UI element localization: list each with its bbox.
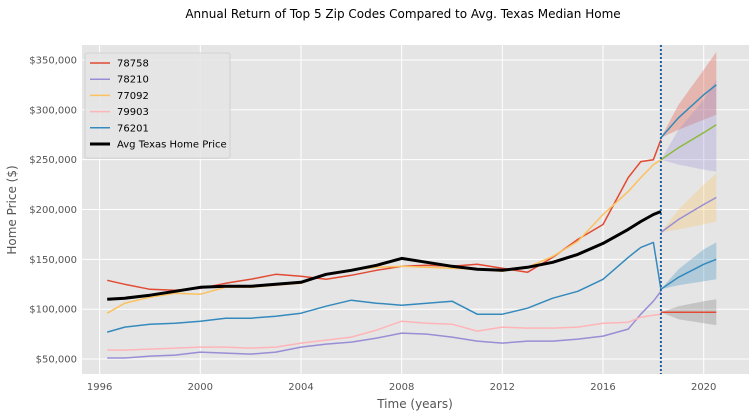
x-axis-title: Time (years) xyxy=(376,397,453,411)
legend-label: 76201 xyxy=(117,123,149,134)
forecast-line xyxy=(660,124,717,161)
forecast-line xyxy=(660,258,717,290)
series-lines xyxy=(106,84,717,359)
y-tick-label: $350,000 xyxy=(29,55,77,66)
y-axis-title: Home Price ($) xyxy=(5,165,19,254)
legend-label: 77092 xyxy=(117,91,149,102)
legend: 78758 78210 77092 79903 76201 Avg Texas Home … xyxy=(84,52,231,159)
tick-labels: 1996 2000 2004 2008 2012 2016 2020 $50,000 $100,… xyxy=(29,55,716,393)
legend-label: 78210 xyxy=(117,75,149,86)
forecast-band xyxy=(660,242,717,290)
legend-box xyxy=(84,52,231,159)
y-tick-label: $50,000 xyxy=(36,355,77,366)
x-tick-label: 2020 xyxy=(691,382,716,393)
x-tick-label: 1996 xyxy=(87,382,112,393)
forecast-line xyxy=(660,196,717,234)
x-tick-label: 2000 xyxy=(188,382,213,393)
x-tick-label: 2012 xyxy=(490,382,515,393)
forecast-band xyxy=(660,173,717,233)
x-tick-label: 2004 xyxy=(288,382,313,393)
y-tick-label: $200,000 xyxy=(29,205,77,216)
legend-label: 79903 xyxy=(117,107,149,118)
series-line xyxy=(107,210,662,301)
series-line xyxy=(106,241,662,333)
chart-title: Annual Return of Top 5 Zip Codes Compare… xyxy=(185,7,620,21)
y-tick-label: $300,000 xyxy=(29,105,77,116)
y-tick-label: $150,000 xyxy=(29,255,77,266)
series-line xyxy=(107,313,661,351)
forecast-line xyxy=(660,84,717,139)
series-line xyxy=(106,159,662,314)
forecast-bands xyxy=(660,52,717,326)
series-line xyxy=(107,290,662,359)
y-tick-label: $100,000 xyxy=(29,305,77,316)
x-tick-label: 2016 xyxy=(590,382,615,393)
forecast-band xyxy=(660,52,717,138)
legend-label: 78758 xyxy=(117,59,149,70)
legend-label: Avg Texas Home Price xyxy=(117,140,227,151)
y-tick-label: $250,000 xyxy=(29,155,77,166)
forecast-band xyxy=(660,79,717,172)
x-tick-label: 2008 xyxy=(389,382,414,393)
